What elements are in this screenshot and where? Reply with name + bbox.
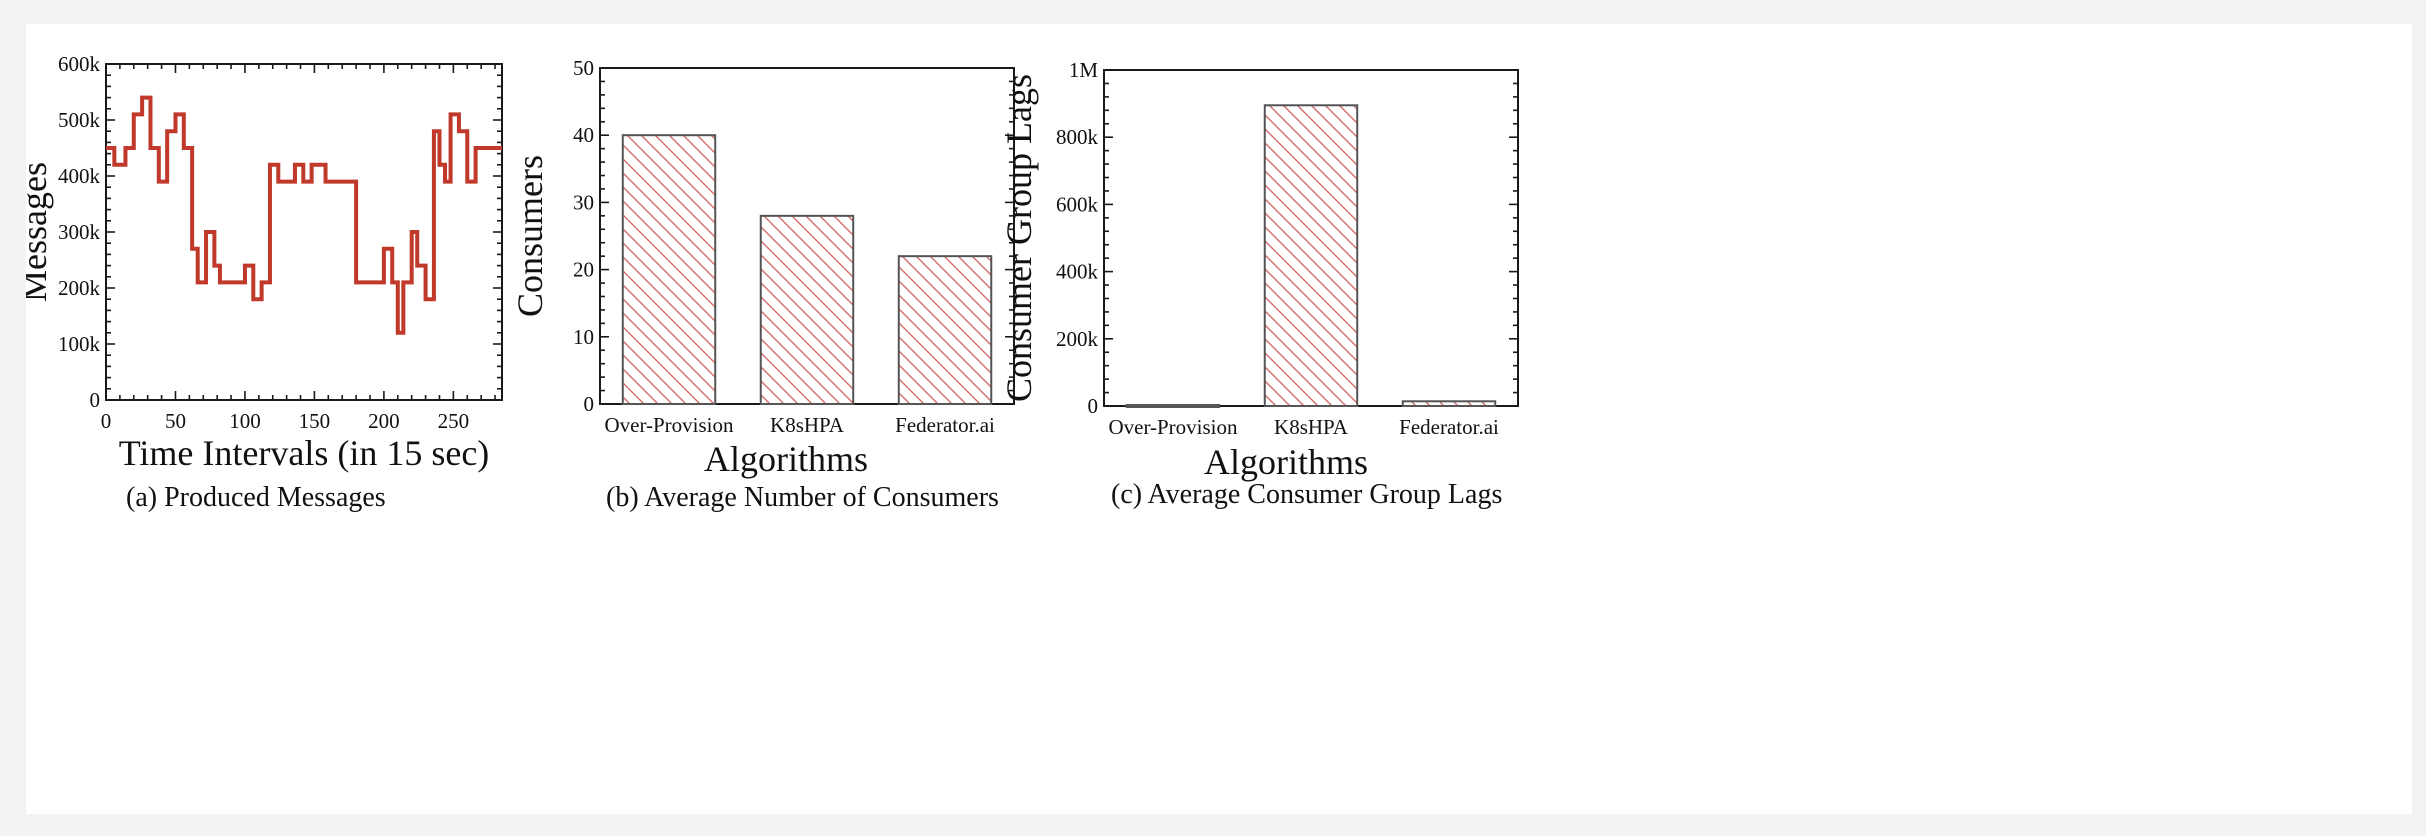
x-tick-label: 200 [368, 409, 400, 433]
x-category-label: Federator.ai [1399, 415, 1499, 439]
y-tick-label: 600k [58, 52, 101, 76]
y-tick-label: 200k [1056, 327, 1099, 351]
y-axis-title: Messages [26, 162, 54, 302]
x-tick-label: 100 [229, 409, 261, 433]
y-tick-label: 400k [58, 164, 101, 188]
bar-federator-ai [897, 255, 993, 405]
x-tick-label: 250 [438, 409, 470, 433]
figure-panel: 0 100k 200k 300k 400k 500k 600k 0 50 100 150 200 250… [26, 24, 2412, 814]
y-tick-label: 300k [58, 220, 101, 244]
x-axis-title: Algorithms [1204, 442, 1368, 482]
series-line-messages [106, 95, 502, 335]
bar-over-provision [1125, 403, 1221, 408]
y-tick-label: 500k [58, 108, 101, 132]
y-tick-label: 0 [584, 392, 595, 416]
bar-over-provision [621, 134, 717, 405]
x-tick-label: 0 [101, 409, 112, 433]
plot-frame [105, 63, 503, 401]
y-tick-label: 40 [573, 123, 594, 147]
x-tick-label: 150 [299, 409, 331, 433]
bar-k8shpa [759, 214, 855, 405]
figure-caption: (c) Average Consumer Group Lags [1111, 479, 1502, 510]
y-tick-label: 30 [573, 190, 594, 214]
figure-caption: (b) Average Number of Consumers [606, 482, 999, 513]
y-tick-label: 0 [1088, 394, 1099, 418]
bar-federator-ai [1401, 400, 1497, 407]
x-category-label: K8sHPA [1274, 415, 1349, 439]
x-axis-title: Algorithms [704, 439, 868, 479]
y-tick-label: 800k [1056, 125, 1099, 149]
y-tick-label: 1M [1069, 58, 1099, 82]
y-tick-label: 20 [573, 258, 594, 282]
x-tick-label: 50 [165, 409, 186, 433]
y-tick-label: 0 [90, 388, 101, 412]
y-tick-label: 400k [1056, 260, 1099, 284]
x-category-label: K8sHPA [770, 413, 845, 437]
figure-caption: (a) Produced Messages [126, 482, 386, 513]
x-axis-title: Time Intervals (in 15 sec) [119, 433, 490, 473]
x-category-label: Over-Provision [1108, 415, 1238, 439]
chart-consumer-group-lags: 0 200k 400k 600k 800k 1M Over-Provision K8sHPA F… [999, 58, 1519, 510]
y-tick-label: 200k [58, 276, 101, 300]
x-category-label: Over-Provision [604, 413, 734, 437]
y-tick-label: 100k [58, 332, 101, 356]
y-axis-title: Consumer Group Lags [999, 74, 1039, 402]
chart-average-consumers: 0 10 20 30 40 50 Over-Provision K8sHPA Federator… [510, 56, 1015, 513]
x-category-label: Federator.ai [895, 413, 995, 437]
y-tick-label: 600k [1056, 192, 1099, 216]
y-tick-label: 50 [573, 56, 594, 80]
y-axis-title: Consumers [510, 155, 550, 317]
bar-k8shpa [1263, 104, 1359, 407]
y-tick-label: 10 [573, 325, 594, 349]
chart-produced-messages: 0 100k 200k 300k 400k 500k 600k 0 50 100 150 200 250… [26, 52, 503, 513]
